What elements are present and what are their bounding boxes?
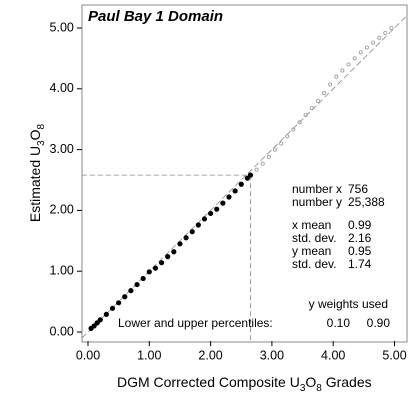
point bbox=[116, 300, 122, 306]
point bbox=[254, 167, 259, 172]
stat-label: std. dev. bbox=[292, 257, 336, 271]
percentiles-label: Lower and upper percentiles: bbox=[118, 316, 273, 330]
y-tick-label: 5.00 bbox=[50, 20, 74, 34]
point bbox=[122, 294, 128, 300]
point bbox=[171, 249, 177, 255]
y-tick-label: 1.00 bbox=[50, 263, 74, 277]
x-tick-label: 2.00 bbox=[198, 348, 222, 362]
point bbox=[152, 265, 159, 271]
y-tick-label: 0.00 bbox=[50, 324, 74, 338]
point bbox=[279, 141, 284, 146]
point bbox=[352, 56, 357, 61]
point bbox=[128, 288, 134, 294]
label-part: 3 bbox=[36, 140, 47, 146]
point bbox=[377, 35, 382, 40]
point bbox=[91, 323, 97, 329]
stat-value: 0.99 bbox=[348, 218, 372, 232]
label-part: O bbox=[27, 129, 43, 140]
point bbox=[297, 120, 302, 125]
point bbox=[244, 175, 250, 181]
point bbox=[247, 172, 254, 178]
point bbox=[146, 269, 152, 275]
point bbox=[195, 222, 201, 228]
label-part: O bbox=[305, 374, 316, 390]
point bbox=[389, 25, 394, 30]
point bbox=[340, 68, 345, 73]
y-label: Estimated U3O8 bbox=[27, 123, 47, 222]
point bbox=[371, 40, 376, 45]
stat-label: std. dev. bbox=[292, 231, 336, 245]
point bbox=[232, 188, 238, 194]
point bbox=[109, 305, 116, 311]
point bbox=[346, 62, 351, 67]
label-part: Estimated U bbox=[27, 146, 43, 222]
label-part: 3 bbox=[300, 383, 306, 394]
point bbox=[177, 241, 183, 247]
stat-label: x mean bbox=[292, 218, 331, 232]
label-part: 8 bbox=[36, 123, 47, 129]
stat-value: 0.95 bbox=[348, 244, 372, 258]
stat-value: 1.74 bbox=[348, 257, 372, 271]
stat-value: 2.16 bbox=[348, 231, 372, 245]
stat-value: 25,388 bbox=[348, 195, 385, 209]
point bbox=[238, 181, 244, 187]
point bbox=[334, 74, 339, 79]
point bbox=[364, 45, 369, 50]
point bbox=[94, 320, 100, 326]
y-tick-label: 2.00 bbox=[50, 203, 74, 217]
point bbox=[358, 50, 363, 55]
percentile-value: 0.10 bbox=[327, 316, 351, 330]
point bbox=[272, 147, 277, 152]
stat-value: 756 bbox=[348, 182, 368, 196]
x-tick-label: 1.00 bbox=[137, 348, 161, 362]
weights-note: y weights used bbox=[309, 297, 388, 311]
point bbox=[303, 112, 308, 117]
point bbox=[260, 161, 265, 166]
x-tick-label: 5.00 bbox=[382, 348, 406, 362]
point bbox=[226, 194, 232, 200]
point bbox=[189, 229, 195, 235]
label-part: 8 bbox=[316, 383, 322, 394]
stat-label: y mean bbox=[292, 244, 331, 258]
point bbox=[309, 106, 314, 111]
x-tick-label: 4.00 bbox=[321, 348, 345, 362]
point bbox=[165, 254, 171, 260]
point bbox=[97, 317, 103, 323]
point bbox=[103, 311, 109, 317]
label-part: Grades bbox=[322, 374, 372, 390]
chart-title: Paul Bay 1 Domain bbox=[88, 8, 223, 25]
point bbox=[291, 127, 296, 132]
point bbox=[183, 235, 189, 241]
point bbox=[383, 30, 388, 35]
point bbox=[285, 134, 290, 139]
point bbox=[322, 91, 327, 96]
stat-label: number y bbox=[292, 195, 342, 209]
point bbox=[220, 200, 226, 206]
x-label: DGM Corrected Composite U3O8 Grades bbox=[117, 374, 372, 394]
x-tick-label: 3.00 bbox=[260, 348, 284, 362]
point bbox=[201, 216, 208, 222]
label-part: DGM Corrected Composite U bbox=[117, 374, 300, 390]
point bbox=[315, 98, 320, 103]
point bbox=[158, 260, 165, 266]
point bbox=[214, 206, 220, 212]
stat-label: number x bbox=[292, 182, 342, 196]
point bbox=[140, 275, 146, 282]
point bbox=[134, 281, 140, 288]
percentile-value: 0.90 bbox=[367, 316, 391, 330]
point bbox=[208, 210, 214, 217]
point bbox=[328, 82, 333, 87]
x-tick-label: 0.00 bbox=[76, 348, 100, 362]
y-tick-label: 4.00 bbox=[50, 81, 74, 95]
point bbox=[266, 154, 271, 159]
y-tick-label: 3.00 bbox=[50, 142, 74, 156]
